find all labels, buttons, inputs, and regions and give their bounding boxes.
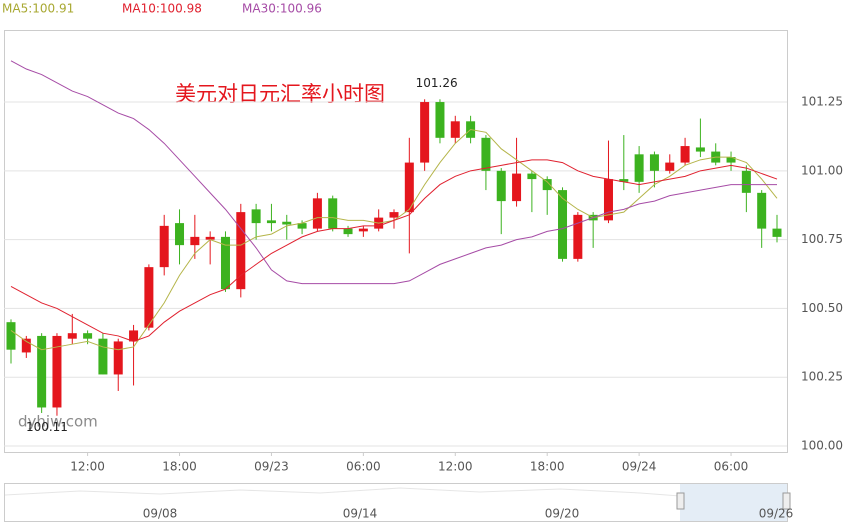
y-tick-label: 100.75: [801, 232, 843, 246]
candle-body: [343, 228, 353, 235]
candle-body: [175, 223, 185, 246]
candle-body: [757, 192, 767, 229]
candle-body: [220, 236, 230, 290]
candle-body: [21, 338, 31, 353]
candle-body: [144, 267, 154, 328]
ma-line: [10, 60, 777, 285]
candle-body: [420, 102, 430, 163]
candle-body: [266, 220, 276, 224]
candle-body: [129, 330, 139, 342]
candle-body: [236, 212, 246, 290]
navigator-label: 09/14: [343, 507, 378, 521]
candle-body: [312, 198, 322, 229]
candle-body: [282, 221, 292, 225]
candle-body: [190, 236, 200, 246]
y-tick-label: 101.25: [801, 95, 843, 109]
x-tick-label: 06:00: [346, 460, 381, 474]
candle-body: [6, 322, 16, 350]
candles: [6, 99, 782, 416]
candle-body: [619, 179, 629, 182]
ma-label: MA10:100.98: [122, 2, 202, 16]
candle-body: [695, 147, 705, 152]
navigator-label: 09/26: [759, 507, 794, 521]
x-tick-label: 12:00: [438, 460, 473, 474]
y-tick-label: 101.00: [801, 163, 843, 177]
x-tick-label: 06:00: [714, 460, 749, 474]
candle-body: [159, 225, 169, 268]
candle-body: [113, 341, 123, 375]
candle-body: [558, 190, 568, 259]
candle-body: [680, 146, 690, 163]
navigator-line: [4, 487, 681, 497]
x-tick-label: 18:00: [530, 460, 565, 474]
candle-body: [665, 162, 675, 171]
candle-body: [496, 170, 506, 202]
candle-body: [772, 228, 782, 237]
candle-body: [37, 335, 47, 408]
candle-body: [67, 333, 77, 339]
navigator-handle[interactable]: [676, 492, 685, 510]
ma-label: MA30:100.96: [242, 2, 322, 16]
navigator-label: 09/08: [143, 507, 178, 521]
candle-body: [358, 228, 368, 232]
candle-body: [649, 154, 659, 171]
y-tick-label: 100.25: [801, 370, 843, 384]
navigator-handle[interactable]: [782, 492, 791, 510]
candle-body: [741, 170, 751, 193]
x-tick-label: 18:00: [162, 460, 197, 474]
candle-body: [573, 214, 583, 259]
navigator-selection[interactable]: [680, 484, 787, 521]
candle-body: [52, 335, 62, 408]
candle-body: [512, 173, 522, 202]
navigator[interactable]: [4, 483, 788, 522]
navigator-label: 09/20: [545, 507, 580, 521]
candle-body: [297, 223, 307, 229]
annotation: 100.11: [26, 420, 68, 434]
x-tick-label: 12:00: [70, 460, 105, 474]
candle-body: [328, 198, 338, 229]
x-tick-label: 09/24: [622, 460, 657, 474]
watermark: dyhjw.com: [18, 413, 98, 431]
candle-body: [98, 338, 108, 375]
candle-body: [450, 121, 460, 138]
candle-body: [542, 179, 552, 191]
x-tick-label: 09/23: [254, 460, 289, 474]
candle-body: [205, 236, 215, 240]
candle-body: [634, 154, 644, 182]
candle-body: [527, 173, 537, 180]
annotation: 101.26: [416, 76, 458, 90]
candle-body: [481, 137, 491, 171]
candle-body: [389, 212, 399, 218]
candle-body: [435, 102, 445, 138]
candle-body: [251, 209, 261, 224]
ma-label: MA5:100.91: [2, 2, 74, 16]
candle-body: [726, 157, 736, 163]
y-tick-label: 100.00: [801, 439, 843, 453]
y-tick-label: 100.50: [801, 301, 843, 315]
candle-body: [404, 162, 414, 213]
candle-body: [603, 179, 613, 221]
plot-frame: [4, 30, 788, 453]
candle-body: [83, 333, 93, 339]
ma-line: [10, 159, 778, 342]
